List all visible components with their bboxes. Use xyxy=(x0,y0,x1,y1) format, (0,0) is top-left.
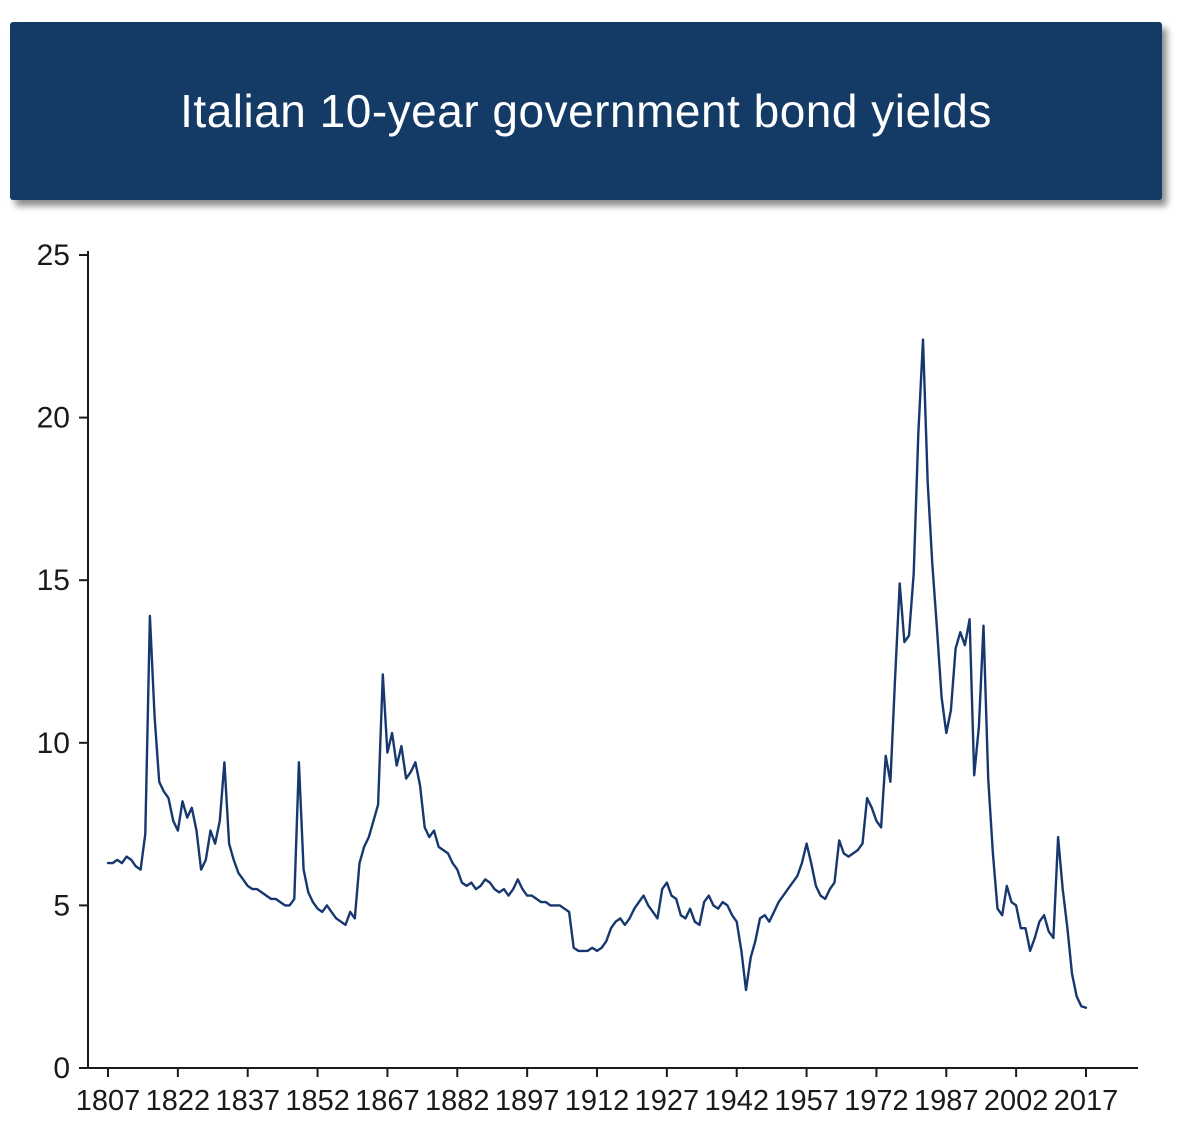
y-tick-label: 10 xyxy=(37,727,70,760)
y-tick-label: 0 xyxy=(53,1052,70,1085)
x-tick-label: 1852 xyxy=(285,1085,350,1117)
x-tick-label: 1837 xyxy=(215,1085,280,1117)
y-tick-label: 5 xyxy=(53,889,70,922)
yield-series-line xyxy=(106,338,1088,1009)
x-tick-label: 1867 xyxy=(355,1085,420,1117)
x-tick-label: 1912 xyxy=(565,1085,630,1117)
x-tick-label: 1942 xyxy=(704,1085,769,1117)
x-tick-label: 2002 xyxy=(984,1085,1049,1117)
x-tick-label: 1957 xyxy=(774,1085,839,1117)
x-tick-label: 1807 xyxy=(76,1085,141,1117)
x-tick-label: 1897 xyxy=(495,1085,560,1117)
chart-title: Italian 10-year government bond yields xyxy=(180,85,992,137)
y-tick-label: 15 xyxy=(37,564,70,597)
x-tick-label: 1927 xyxy=(635,1085,700,1117)
x-tick-label: 1882 xyxy=(425,1085,490,1117)
x-tick-label: 1987 xyxy=(914,1085,979,1117)
chart-area: 0 5 10 15 20 25 1807 1822 1837 1852 1867 1882 1897 19… xyxy=(0,207,1200,1127)
y-tick-label: 25 xyxy=(37,239,70,272)
y-tick-label: 20 xyxy=(37,402,70,435)
title-banner: Italian 10-year government bond yields xyxy=(10,22,1162,200)
x-tick-label: 1972 xyxy=(844,1085,909,1117)
x-tick-label: 2017 xyxy=(1054,1085,1119,1117)
x-tick-label: 1822 xyxy=(146,1085,211,1117)
